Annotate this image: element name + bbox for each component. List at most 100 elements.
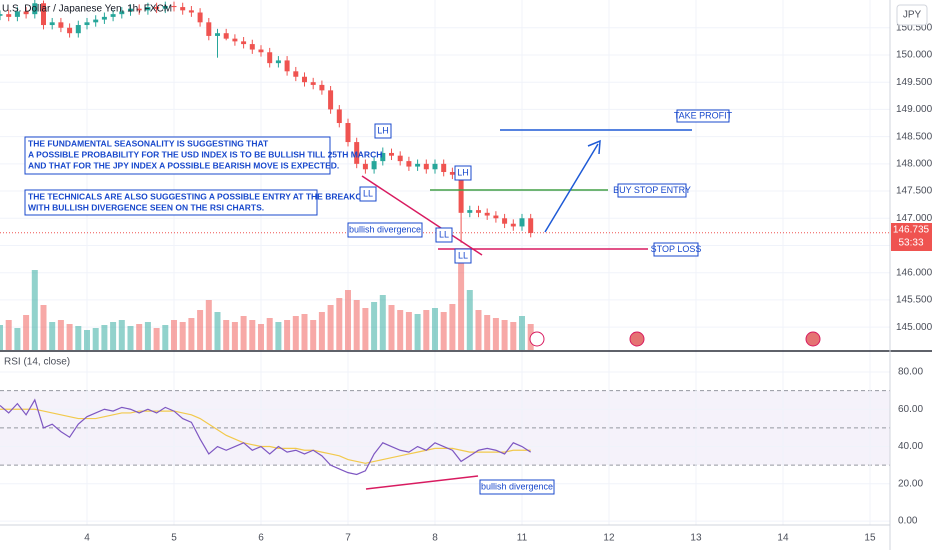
y-tick-label: 150.500 (896, 22, 932, 33)
arrow-head (587, 139, 601, 155)
volume-bar (197, 310, 204, 350)
label: bullish divergence (349, 224, 421, 234)
volume-bar (110, 322, 117, 350)
volume-bar (449, 304, 456, 350)
candle-body (223, 33, 229, 39)
currency-button[interactable] (896, 4, 928, 26)
volume-bar (40, 305, 47, 350)
base-layer (0, 0, 890, 525)
event-icon[interactable] (805, 331, 821, 347)
volume-bar (57, 320, 64, 350)
volume-bar (75, 326, 82, 350)
volume-bar (170, 320, 177, 350)
note: A POSSIBLE PROBABILITY FOR THE USD INDEX… (28, 149, 382, 159)
label-box (676, 109, 730, 123)
candle-body (354, 142, 360, 164)
candle-body (171, 5, 177, 8)
volume-bar (423, 310, 430, 350)
candle-body (475, 210, 481, 213)
note: THE TECHNICALS ARE ALSO SUGGESTING A POS… (28, 191, 374, 201)
candle-body (449, 172, 455, 175)
label-box (435, 227, 453, 243)
candle-body (84, 22, 90, 26)
candle-body (241, 41, 247, 45)
volume-bar (83, 330, 90, 350)
countdown: 53:33 (898, 238, 923, 249)
volume-bar (214, 312, 221, 350)
candle-body (232, 38, 238, 42)
x-tick-label: 15 (864, 533, 876, 544)
label-box (617, 183, 687, 198)
event-icon[interactable] (529, 331, 545, 347)
candle-body (345, 123, 351, 143)
volume-bar (336, 298, 343, 350)
volume-bar (458, 255, 465, 350)
candle-body (528, 218, 534, 233)
volume-bar (353, 300, 360, 350)
y-tick-label: 147.500 (896, 186, 932, 197)
volume-bar (310, 320, 317, 350)
chart-title: U.S. Dollar / Japanese Yen, 1h, FXCM (2, 4, 172, 15)
volume-bar (14, 328, 21, 350)
volume-bar (188, 318, 195, 350)
volume-bar (153, 328, 160, 350)
candle-body (258, 49, 264, 53)
candle-body (388, 152, 394, 156)
volume-bar (284, 320, 291, 350)
candle-body (380, 152, 386, 162)
volume-bar (23, 315, 30, 350)
candle-body (432, 163, 438, 170)
candle-body (206, 22, 212, 36)
candle-body (275, 60, 281, 64)
candle-body (127, 8, 133, 12)
candle-body (293, 71, 299, 77)
y-tick-label: 150.000 (896, 50, 932, 61)
note: THE FUNDAMENTAL SEASONALITY IS SUGGESTIN… (28, 138, 269, 148)
label: bullish divergence (481, 481, 553, 491)
label: BUY STOP ENTRY (613, 185, 691, 195)
candle-body (371, 161, 377, 170)
volume-bar (0, 325, 3, 350)
x-tick-label: 5 (171, 533, 177, 544)
volume-bar (49, 322, 56, 350)
candle-body (6, 14, 12, 17)
volume-bar (127, 326, 134, 350)
volume-bar (118, 320, 125, 350)
y-tick-label: 145.500 (896, 295, 932, 306)
volume-bar (492, 318, 499, 350)
volume-bar (501, 320, 508, 350)
candle-body (197, 12, 203, 23)
label: LL (363, 188, 373, 198)
rsi-divergence-line (365, 475, 479, 490)
candle-body (154, 7, 160, 9)
volume-bar (405, 312, 412, 350)
volume-bar (249, 320, 256, 350)
volume-bar (240, 316, 247, 350)
candle-body (162, 5, 168, 9)
candle-body (467, 210, 473, 213)
rsi-ma-line (0, 408, 531, 464)
candle-body (58, 22, 64, 28)
candle-body (493, 215, 499, 219)
volume-bar (301, 314, 308, 350)
volume-bar (292, 316, 299, 350)
volume-bar (223, 320, 230, 350)
volume-bar (92, 328, 99, 350)
x-tick-label: 6 (258, 533, 264, 544)
volume-bar (144, 322, 151, 350)
event-icon[interactable] (629, 331, 645, 347)
label: STOP LOSS (651, 244, 702, 254)
candle-body (188, 10, 194, 13)
candle-body (119, 11, 125, 15)
trend-line (361, 175, 483, 256)
label: LH (457, 167, 469, 177)
volume-bar (275, 322, 282, 350)
label: TAKE PROFIT (674, 110, 733, 120)
currency[interactable]: JPY (903, 10, 922, 21)
candle-body (180, 7, 186, 11)
volume-bar (31, 270, 38, 350)
volume-bar (318, 312, 325, 350)
candle-body (110, 14, 116, 17)
volume-bar (475, 310, 482, 350)
